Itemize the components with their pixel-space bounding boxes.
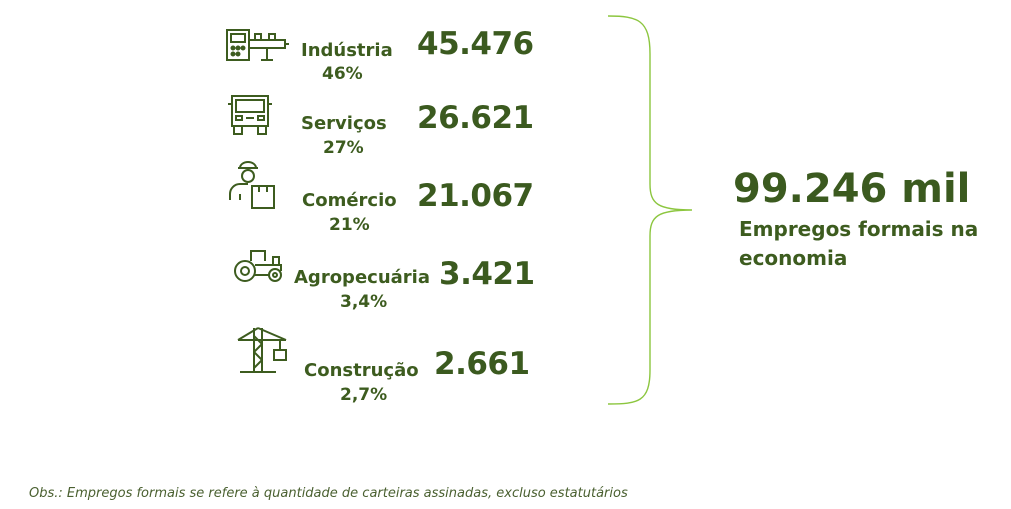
sector-pct-agropecuaria: 3,4% — [340, 292, 388, 312]
sector-pct-construcao: 2,7% — [340, 385, 388, 405]
sector-name-comercio: Comércio — [302, 190, 397, 211]
sector-value-construcao: 2.661 — [434, 346, 530, 382]
sector-value-agropecuaria: 3.421 — [439, 256, 535, 292]
sector-pct-industria: 46% — [322, 64, 363, 84]
sector-pct-servicos: 27% — [323, 138, 364, 158]
footnote: Obs.: Empregos formais se refere à quant… — [29, 486, 628, 501]
sector-value-comercio: 21.067 — [417, 178, 534, 214]
sector-name-industria: Indústria — [301, 40, 393, 61]
total-description: Empregos formais na economia — [739, 217, 979, 270]
sector-name-servicos: Serviços — [301, 113, 387, 134]
curly-brace — [607, 15, 693, 405]
tractor-icon — [233, 247, 285, 283]
sector-value-industria: 45.476 — [417, 26, 534, 62]
truck-icon — [226, 90, 274, 138]
sector-pct-comercio: 21% — [329, 215, 370, 235]
delivery-person-icon — [226, 160, 278, 212]
sector-name-agropecuaria: Agropecuária — [294, 267, 430, 288]
crane-icon — [236, 326, 290, 376]
industrial-machine-icon — [225, 26, 291, 68]
sector-value-servicos: 26.621 — [417, 100, 534, 136]
total-value: 99.246 mil — [733, 166, 971, 212]
sector-name-construcao: Construção — [304, 360, 419, 381]
